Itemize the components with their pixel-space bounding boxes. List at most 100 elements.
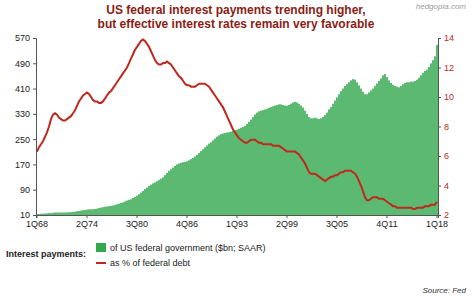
y2-tick: 14 xyxy=(438,33,454,43)
bar xyxy=(104,207,106,215)
bar xyxy=(216,137,218,215)
bar xyxy=(424,71,426,215)
x-tick: 3Q80 xyxy=(126,215,148,229)
y-tick: 170 xyxy=(15,160,36,170)
bar xyxy=(98,208,100,215)
bar xyxy=(212,140,214,215)
y-tick: 570 xyxy=(15,33,36,43)
bar xyxy=(168,171,170,215)
y2-tick-mark xyxy=(438,127,441,128)
bar xyxy=(370,90,372,215)
bar xyxy=(126,200,128,215)
bar xyxy=(296,102,298,215)
x-tick: 2Q74 xyxy=(76,215,98,229)
bar xyxy=(144,189,146,215)
bar xyxy=(344,86,346,215)
y-tick-mark xyxy=(33,89,36,90)
bar xyxy=(408,82,410,215)
bar xyxy=(324,115,326,215)
bar xyxy=(38,214,40,215)
bar xyxy=(88,209,90,215)
x-tick-label: 3Q05 xyxy=(326,219,348,229)
bar xyxy=(264,109,266,215)
bar xyxy=(310,118,312,215)
chart-svg: US federal interest payments trending hi… xyxy=(0,0,472,300)
y2-tick-mark xyxy=(438,68,441,69)
bar xyxy=(78,211,80,215)
x-axis-line xyxy=(37,216,439,219)
bar xyxy=(366,94,368,215)
bar xyxy=(102,207,104,215)
bar xyxy=(48,213,50,215)
bar xyxy=(82,210,84,215)
bar xyxy=(430,63,432,215)
x-axis: 1Q682Q743Q804Q861Q932Q993Q054Q111Q18 xyxy=(26,215,448,229)
bar xyxy=(274,106,276,215)
x-tick-mark xyxy=(387,215,388,218)
bar xyxy=(148,186,150,215)
y-tick: 410 xyxy=(15,84,36,94)
x-tick-mark xyxy=(437,215,438,218)
y2-tick: 10 xyxy=(438,92,454,102)
bar xyxy=(130,199,132,215)
bar xyxy=(124,201,126,215)
y2-axis: 2468101214 xyxy=(438,33,454,220)
bar xyxy=(416,80,418,215)
x-tick-label: 2Q99 xyxy=(276,219,298,229)
bar xyxy=(352,79,354,215)
bar xyxy=(186,161,188,215)
bar xyxy=(258,111,260,215)
y2-tick-mark xyxy=(438,215,441,216)
bar xyxy=(224,133,226,215)
bar xyxy=(116,204,118,215)
bar xyxy=(118,204,120,215)
bar xyxy=(110,206,112,215)
bar xyxy=(56,212,58,215)
bar xyxy=(362,92,364,215)
bar xyxy=(276,105,278,215)
bar xyxy=(386,77,388,215)
x-tick: 4Q11 xyxy=(376,215,397,229)
bar xyxy=(196,155,198,215)
bar xyxy=(308,117,310,215)
bar xyxy=(80,211,82,215)
bar xyxy=(350,80,352,215)
bar xyxy=(318,119,320,215)
y-tick-mark xyxy=(33,190,36,191)
y-tick-label: 170 xyxy=(15,160,30,170)
bar xyxy=(244,126,246,215)
bar xyxy=(46,213,48,215)
bar xyxy=(44,213,46,215)
bar xyxy=(170,169,172,215)
bar xyxy=(100,208,102,215)
bar xyxy=(384,74,386,215)
x-tick-label: 4Q11 xyxy=(376,219,397,229)
bar xyxy=(70,212,72,215)
bar xyxy=(286,106,288,215)
bar xyxy=(226,133,228,215)
bar xyxy=(356,82,358,215)
bar xyxy=(436,45,438,215)
bar xyxy=(108,206,110,215)
bar xyxy=(238,129,240,215)
line xyxy=(37,39,437,209)
bar xyxy=(278,104,280,215)
bar xyxy=(64,212,66,215)
y-tick: 250 xyxy=(15,135,36,145)
bar xyxy=(400,86,402,215)
y2-tick-label: 12 xyxy=(444,63,454,73)
bar xyxy=(84,210,86,215)
x-tick-mark xyxy=(237,215,238,218)
bar xyxy=(42,214,44,215)
y2-tick-label: 6 xyxy=(444,151,449,161)
bar xyxy=(390,83,392,215)
plot-area xyxy=(36,39,438,215)
bar xyxy=(418,78,420,215)
x-tick-label: 1Q18 xyxy=(426,219,448,229)
bar xyxy=(348,82,350,215)
bar xyxy=(284,106,286,215)
bar xyxy=(338,94,340,215)
y-tick-mark xyxy=(33,139,36,140)
bar xyxy=(180,163,182,215)
y-tick: 90 xyxy=(20,185,36,195)
